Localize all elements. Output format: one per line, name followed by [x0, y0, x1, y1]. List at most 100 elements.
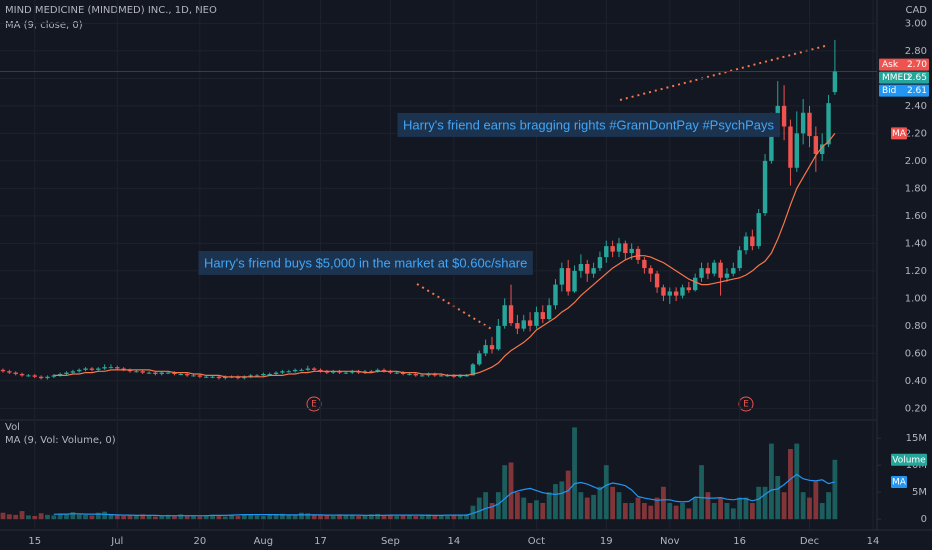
y-tick-label: 1.60: [905, 211, 927, 222]
candle-body: [432, 374, 438, 376]
candle-body: [648, 268, 653, 274]
x-tick-label: Jul: [110, 536, 123, 547]
volume-bar: [248, 514, 254, 520]
volume-bar: [800, 492, 806, 520]
volume-bar: [381, 514, 387, 520]
candle-body: [718, 262, 723, 278]
candle-body: [96, 368, 101, 370]
candle-body: [19, 374, 25, 376]
candle-body: [400, 372, 406, 374]
volume-bar: [229, 515, 235, 520]
volume-bar: [743, 497, 749, 520]
candle-body: [381, 369, 387, 372]
candle-body: [115, 367, 120, 369]
x-tick-label: 20: [193, 536, 206, 547]
x-tick-label: Nov: [660, 536, 680, 547]
volume-bar: [540, 503, 546, 520]
volume-bar: [654, 497, 660, 520]
volume-bar: [13, 514, 19, 520]
y-tick-label: 3.00: [905, 18, 927, 29]
candle-body: [534, 312, 539, 326]
candle-body: [762, 160, 768, 214]
volume-bar: [527, 503, 533, 520]
candle-body: [705, 268, 711, 274]
candle-body: [394, 372, 399, 374]
event-label[interactable]: E: [311, 400, 317, 410]
candle-body: [331, 371, 336, 373]
volume-bar: [635, 497, 641, 520]
volume-bar: [495, 492, 501, 520]
price-tag-name: MMED: [882, 73, 910, 83]
candle-body: [248, 375, 253, 377]
volume-bar: [368, 514, 374, 520]
volume-bar: [324, 515, 330, 520]
candle-body: [794, 133, 799, 168]
candle-body: [807, 112, 812, 137]
volume-bar: [762, 486, 768, 520]
candle-body: [578, 264, 584, 271]
volume-bar: [711, 503, 717, 520]
candle-body: [724, 273, 730, 278]
volume-bar: [476, 497, 482, 520]
y-tick-label: 2.40: [905, 101, 927, 112]
candle-body: [216, 376, 222, 379]
volume-bar: [203, 515, 209, 520]
chart-title: MIND MEDICINE (MINDMED) INC., 1D, NEO: [5, 5, 217, 16]
candle-body: [280, 371, 285, 373]
candle-body: [502, 305, 507, 326]
candle-body: [311, 368, 317, 370]
volume-bar: [349, 514, 355, 520]
volume-bar: [286, 514, 292, 520]
volume-ma-legend: MA (9, Vol: Volume, 0): [5, 435, 116, 446]
candle-body: [356, 371, 361, 373]
candle-body: [686, 287, 692, 291]
volume-bar: [394, 515, 400, 520]
candle-body: [819, 144, 825, 154]
candle-body: [546, 305, 552, 319]
candle-body: [616, 243, 622, 252]
volume-bar: [673, 505, 679, 520]
volume-bar: [813, 481, 819, 520]
candle-body: [565, 268, 571, 292]
volume-bar: [584, 497, 590, 520]
event-label[interactable]: E: [743, 400, 749, 410]
volume-bar: [114, 514, 120, 520]
volume-bar: [337, 514, 342, 520]
volume-bar: [667, 503, 673, 520]
x-tick-label: 16: [733, 536, 746, 547]
volume-bar: [686, 508, 692, 520]
volume-bar: [502, 465, 508, 520]
candle-body: [70, 371, 76, 373]
annotation-text: Harry's friend earns bragging rights #Gr…: [403, 117, 774, 132]
candle-body: [140, 371, 145, 373]
volume-tick-label: 5M: [912, 487, 927, 498]
candle-body: [51, 375, 57, 377]
volume-bar: [597, 486, 603, 520]
candle-body: [324, 371, 330, 373]
volume-bar: [616, 492, 622, 520]
candle-body: [273, 372, 279, 374]
volume-bar: [680, 503, 685, 520]
volume-bar: [661, 486, 666, 520]
volume-bar: [489, 503, 495, 520]
price-tag: [879, 84, 929, 97]
candle-body: [77, 369, 82, 372]
x-tick-label: Aug: [254, 536, 274, 547]
y-tick-label: 1.20: [905, 266, 927, 277]
candle-body: [83, 368, 88, 370]
event-marker[interactable]: [738, 396, 754, 412]
candle-body: [661, 287, 666, 296]
candle-body: [540, 312, 545, 319]
candle-body: [318, 369, 323, 372]
volume-bar: [305, 513, 311, 520]
volume-bar: [362, 515, 368, 520]
candle-body: [781, 105, 787, 127]
candle-body: [13, 372, 18, 374]
volume-bar: [235, 515, 241, 520]
volume-bar: [184, 515, 190, 520]
candle-body: [261, 374, 266, 376]
candle-body: [559, 268, 565, 285]
candle-body: [7, 371, 12, 373]
volume-bar: [483, 492, 489, 520]
